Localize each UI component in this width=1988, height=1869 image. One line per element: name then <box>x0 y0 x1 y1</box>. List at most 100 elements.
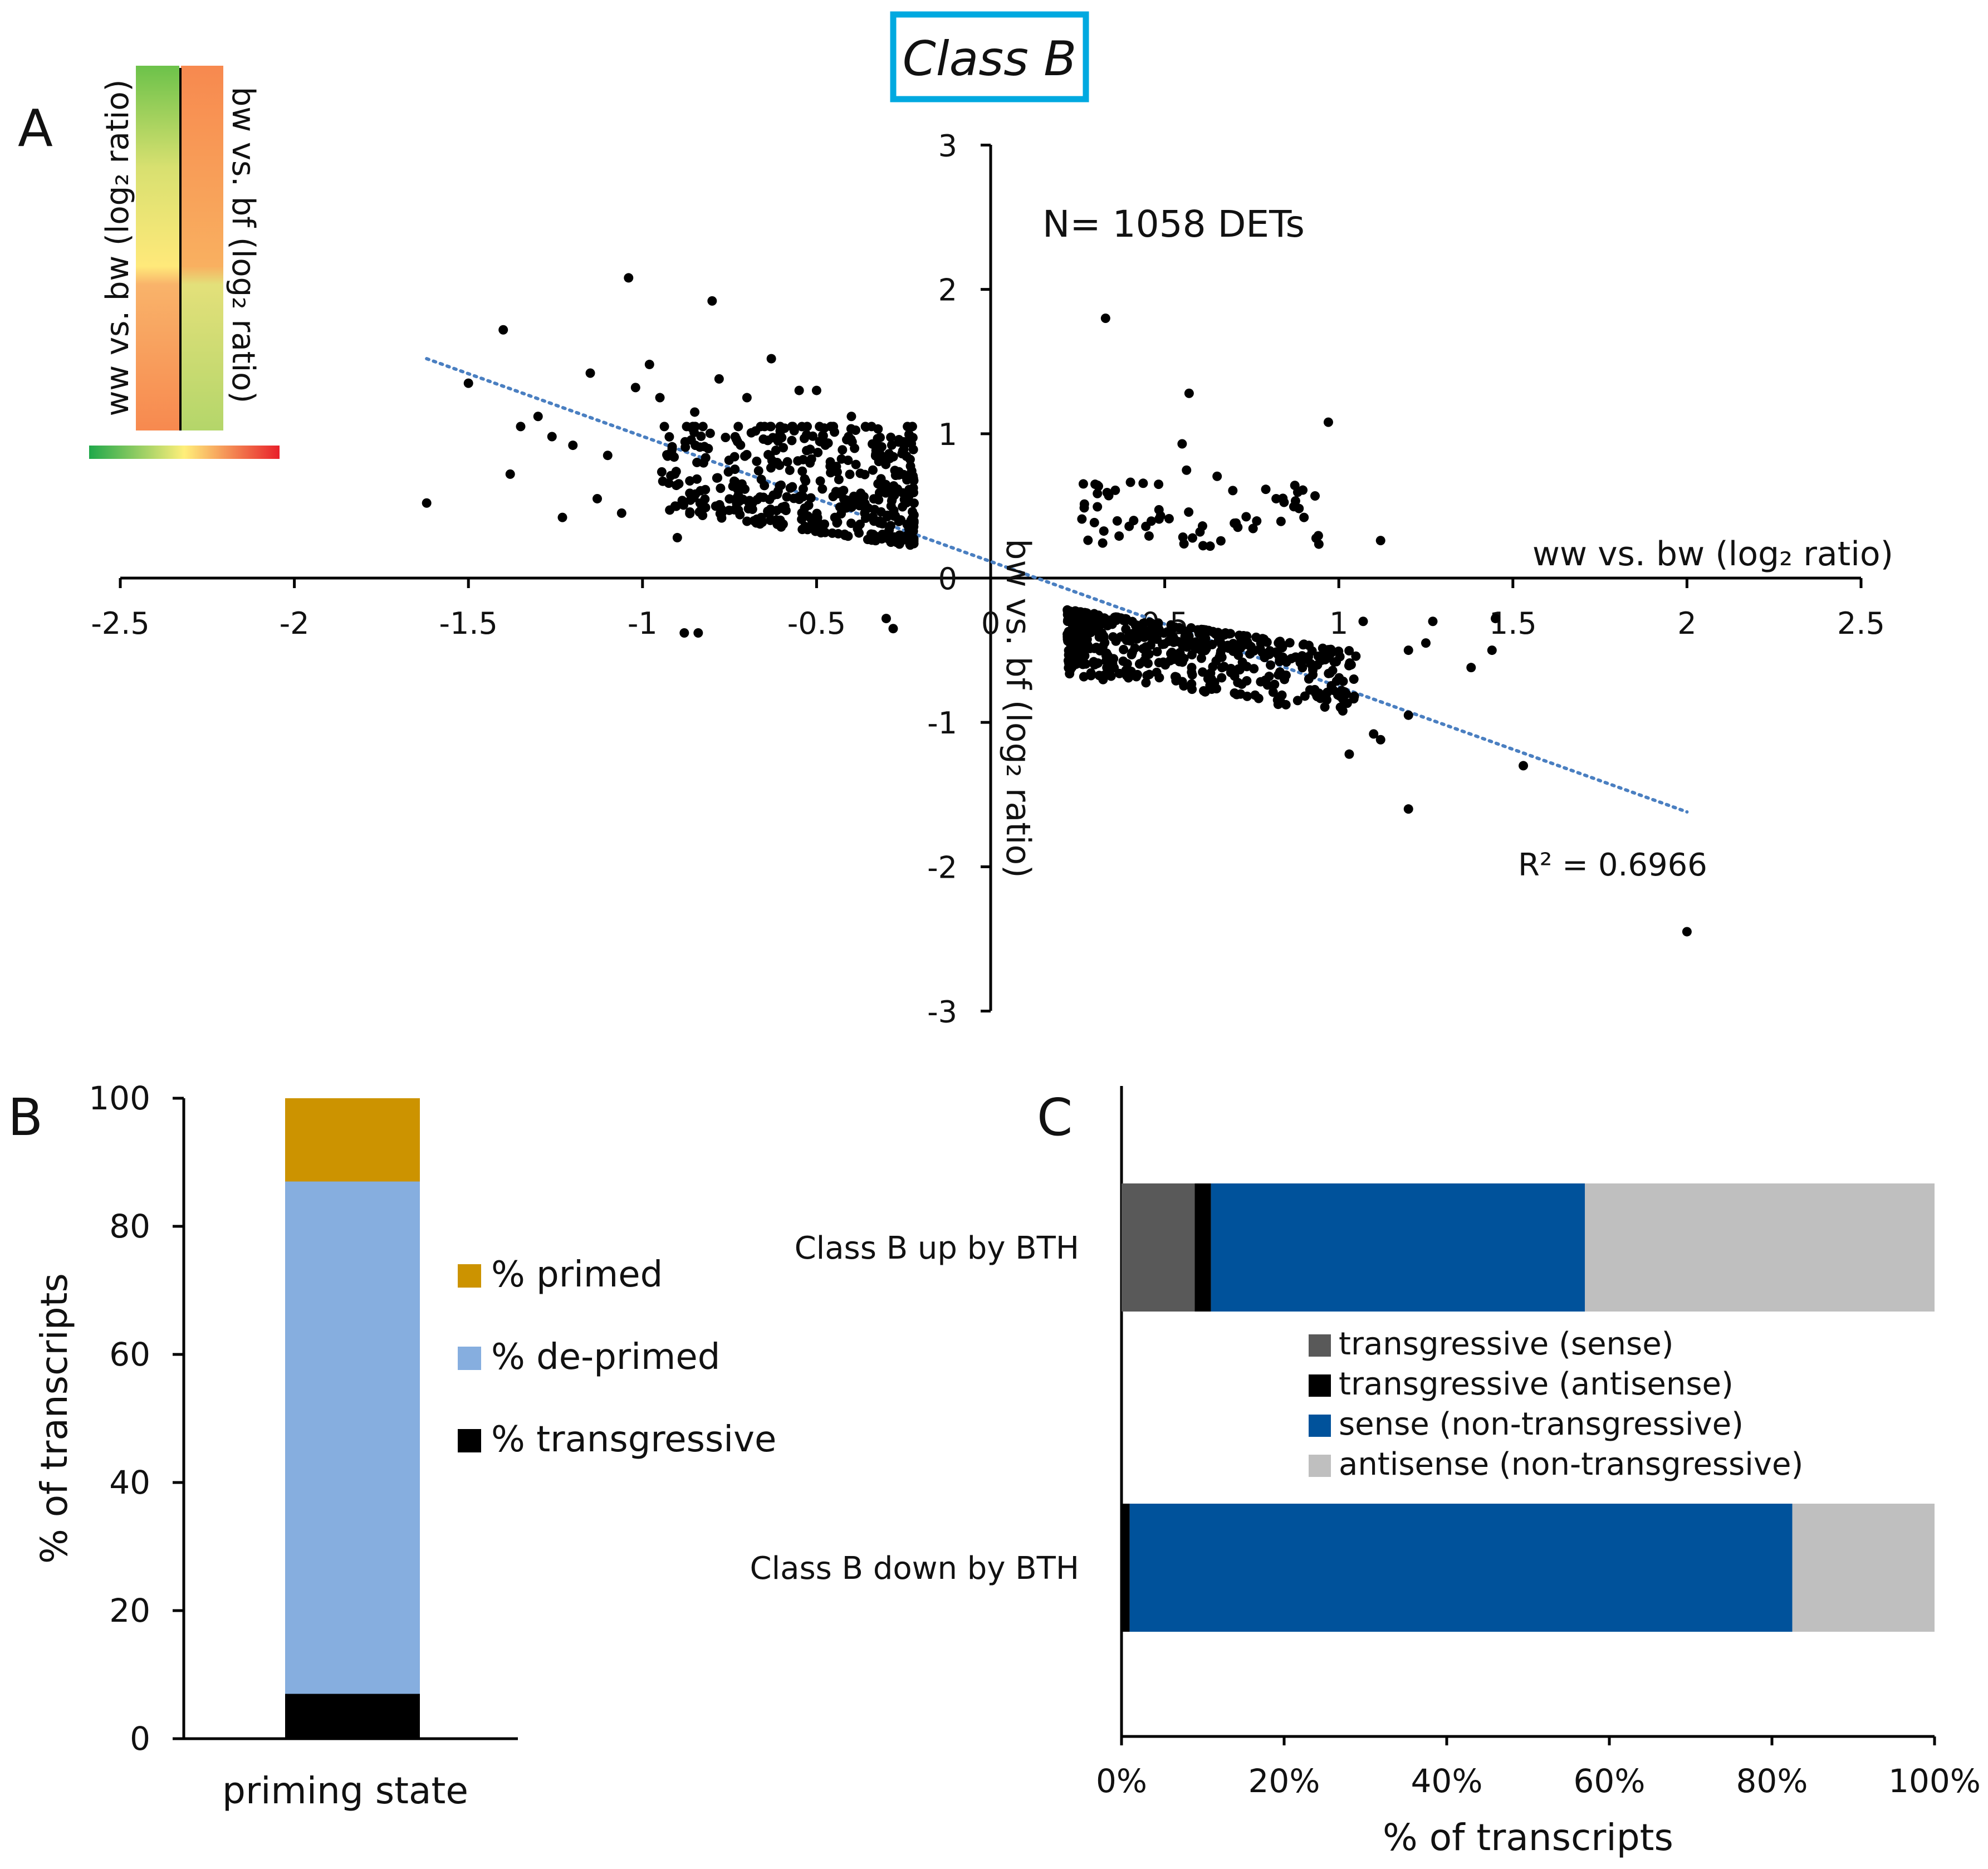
data-point <box>1064 658 1074 668</box>
c-x-tick-label: 60% <box>1574 1762 1646 1800</box>
data-point <box>1178 625 1188 635</box>
scatter-x-axis-label: ww vs. bw (log₂ ratio) <box>1532 535 1893 574</box>
data-point <box>533 412 543 422</box>
data-point <box>1252 516 1262 526</box>
data-point <box>1219 662 1229 672</box>
data-point <box>698 422 708 432</box>
data-point <box>1152 647 1162 657</box>
data-point <box>794 385 804 395</box>
y-tick-label: -2 <box>927 850 957 885</box>
data-point <box>667 442 677 452</box>
data-point <box>603 451 613 461</box>
data-point <box>1119 644 1129 654</box>
data-point <box>751 426 761 436</box>
b-bar-segment <box>285 1181 420 1694</box>
data-point <box>1135 659 1145 669</box>
data-point <box>887 440 897 450</box>
data-point <box>894 516 904 526</box>
stacked-bar-chart-b: 0 20 40 60 80 100 % of transcripts priming stat… <box>33 1079 776 1812</box>
data-point <box>1101 670 1111 680</box>
data-point <box>881 483 891 493</box>
data-point <box>855 468 865 478</box>
data-point <box>1375 735 1385 745</box>
data-point <box>835 487 845 497</box>
data-point <box>1242 637 1252 647</box>
data-point <box>1114 531 1124 541</box>
title-box <box>890 11 1089 102</box>
data-point <box>1184 632 1194 642</box>
data-point <box>1182 642 1192 652</box>
data-point <box>1184 388 1194 398</box>
data-point <box>816 522 826 532</box>
data-point <box>742 393 752 403</box>
data-point <box>1251 632 1261 642</box>
x-tick-label: 1 <box>1329 606 1348 641</box>
trendline <box>425 357 1689 814</box>
data-point <box>657 467 667 477</box>
data-point <box>1341 689 1352 699</box>
data-point <box>898 502 908 512</box>
b-bar-segment <box>285 1694 420 1739</box>
data-point <box>907 513 917 523</box>
data-point <box>1074 638 1084 648</box>
data-point <box>733 422 743 432</box>
data-point <box>1093 488 1103 498</box>
y-tick-label: 2 <box>938 273 957 308</box>
data-point <box>624 273 634 283</box>
data-point <box>1268 687 1278 697</box>
data-point <box>1141 678 1151 688</box>
x-tick-label: -0.5 <box>787 606 846 641</box>
data-point <box>568 441 578 451</box>
data-point <box>1110 485 1120 495</box>
color-key-left-label: ww vs. bw (log₂ ratio) <box>100 80 136 417</box>
data-point <box>881 614 891 624</box>
color-key-left-strip <box>136 66 179 430</box>
data-point <box>1077 514 1087 524</box>
data-point <box>742 516 752 526</box>
data-point <box>1145 618 1155 628</box>
data-point <box>843 455 853 465</box>
data-point <box>902 451 912 461</box>
data-point <box>850 443 860 453</box>
data-point <box>798 454 808 464</box>
data-point <box>873 479 883 489</box>
data-point <box>1154 505 1164 515</box>
y-tick-label: 0 <box>938 561 957 596</box>
data-point <box>696 506 706 516</box>
data-point <box>1179 681 1189 691</box>
data-point <box>833 529 843 539</box>
data-point <box>815 476 825 486</box>
data-point <box>1344 749 1354 759</box>
y-tick-label: 1 <box>938 417 957 452</box>
color-key-right-label: bw vs. bf (log₂ ratio) <box>225 87 261 404</box>
c-legend-label: sense (non-transgressive) <box>1339 1406 1744 1442</box>
stacked-bar-chart-c: 0% 20% 40% 60% 80% 100% % of transcripts Class … <box>750 1086 1981 1859</box>
data-point <box>905 540 915 550</box>
scatter-y-axis-label: bw vs. bf (log₂ ratio) <box>998 539 1037 878</box>
data-point <box>1187 533 1197 543</box>
data-point <box>685 507 695 517</box>
data-point <box>1329 657 1339 667</box>
data-point <box>734 496 744 506</box>
data-point <box>498 325 508 335</box>
data-point <box>671 467 681 477</box>
c-x-tick-label: 40% <box>1411 1762 1483 1800</box>
x-tick-label: -2.5 <box>91 606 149 641</box>
data-point <box>1351 651 1361 661</box>
data-point <box>680 437 690 447</box>
c-legend-label: transgressive (sense) <box>1339 1326 1674 1362</box>
data-point <box>868 465 878 475</box>
b-y-tick-label: 100 <box>89 1079 150 1117</box>
data-point <box>1115 632 1125 642</box>
data-point <box>905 461 915 471</box>
data-point <box>832 518 842 528</box>
data-point <box>1310 491 1320 501</box>
data-point <box>1298 485 1308 495</box>
data-point <box>692 474 702 484</box>
data-point <box>902 475 912 485</box>
data-point <box>1318 643 1328 653</box>
data-point <box>1144 531 1154 541</box>
data-point <box>723 467 733 477</box>
data-point <box>1177 657 1187 667</box>
data-point <box>888 488 898 498</box>
